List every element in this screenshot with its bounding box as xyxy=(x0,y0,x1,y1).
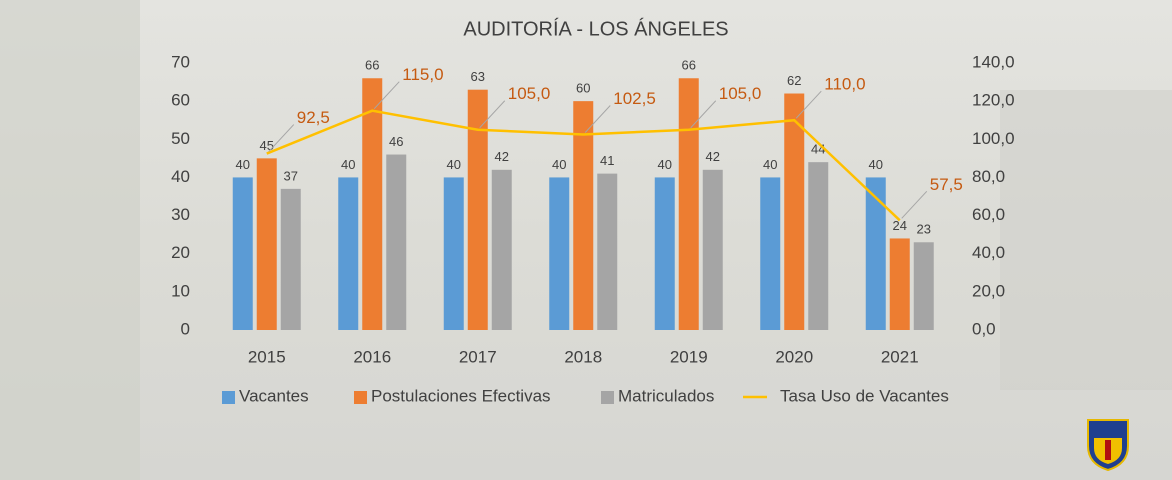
rate-label: 102,5 xyxy=(613,89,656,108)
data-label: 40 xyxy=(658,157,672,172)
y2-tick-label: 120,0 xyxy=(972,91,1015,110)
y-tick-label: 0 xyxy=(181,319,190,338)
y2-tick-label: 80,0 xyxy=(972,167,1005,186)
bar xyxy=(549,177,569,330)
legend-swatch xyxy=(222,391,235,404)
bar xyxy=(468,90,488,330)
x-tick-label: 2019 xyxy=(670,347,708,366)
x-tick-label: 2021 xyxy=(881,347,919,366)
bar xyxy=(257,158,277,330)
x-tick-label: 2017 xyxy=(459,347,497,366)
legend-label: Vacantes xyxy=(239,386,309,405)
x-tick-label: 2020 xyxy=(775,347,813,366)
rate-label: 110,0 xyxy=(824,75,865,94)
data-label: 23 xyxy=(917,222,931,237)
y2-tick-label: 140,0 xyxy=(972,52,1015,71)
data-label: 40 xyxy=(869,157,883,172)
bar xyxy=(760,177,780,330)
data-label: 41 xyxy=(600,153,614,168)
y-tick-label: 20 xyxy=(171,243,190,262)
y-tick-label: 10 xyxy=(171,281,190,300)
data-label: 42 xyxy=(495,149,509,164)
y-tick-label: 70 xyxy=(171,52,190,71)
bar xyxy=(890,238,910,330)
legend-label: Tasa Uso de Vacantes xyxy=(780,386,949,405)
legend-swatch xyxy=(601,391,614,404)
data-label: 63 xyxy=(471,69,485,84)
y2-tick-label: 20,0 xyxy=(972,281,1005,300)
y-tick-label: 50 xyxy=(171,129,190,148)
background-tree xyxy=(0,0,140,480)
bar xyxy=(655,177,675,330)
legend-label: Matriculados xyxy=(618,386,714,405)
bar xyxy=(808,162,828,330)
x-tick-label: 2015 xyxy=(248,347,286,366)
data-label: 40 xyxy=(236,157,250,172)
bar xyxy=(233,177,253,330)
chart: AUDITORÍA - LOS ÁNGELES 0 10 20 30 40 50 60 70 0… xyxy=(0,0,1172,480)
data-label: 62 xyxy=(787,73,801,88)
y2-tick-label: 60,0 xyxy=(972,205,1005,224)
x-tick-label: 2016 xyxy=(353,347,391,366)
bar xyxy=(492,170,512,330)
y-tick-label: 40 xyxy=(171,167,190,186)
rate-label: 92,5 xyxy=(297,108,330,127)
data-label: 66 xyxy=(365,58,379,73)
y2-tick-label: 100,0 xyxy=(972,129,1015,148)
data-label: 66 xyxy=(682,58,696,73)
background-building xyxy=(1000,90,1172,390)
data-label: 40 xyxy=(447,157,461,172)
bar xyxy=(281,189,301,330)
y2-tick-label: 40,0 xyxy=(972,243,1005,262)
bar xyxy=(597,174,617,330)
bar xyxy=(679,78,699,330)
chart-title: AUDITORÍA - LOS ÁNGELES xyxy=(463,17,728,40)
bar xyxy=(866,177,886,330)
data-label: 37 xyxy=(284,168,298,183)
x-tick-label: 2018 xyxy=(564,347,602,366)
bar xyxy=(444,177,464,330)
bar xyxy=(784,94,804,330)
data-label: 42 xyxy=(706,149,720,164)
y2-tick-label: 0,0 xyxy=(972,319,996,338)
rate-label: 115,0 xyxy=(402,65,443,84)
data-label: 46 xyxy=(389,134,403,149)
y-tick-label: 60 xyxy=(171,91,190,110)
legend-swatch xyxy=(354,391,367,404)
y-tick-label: 30 xyxy=(171,205,190,224)
rate-label: 105,0 xyxy=(508,84,551,103)
logo xyxy=(1088,420,1128,470)
data-label: 60 xyxy=(576,81,590,96)
bar xyxy=(386,155,406,330)
data-label: 40 xyxy=(341,157,355,172)
bar xyxy=(362,78,382,330)
bar xyxy=(914,242,934,330)
rate-label: 105,0 xyxy=(719,84,762,103)
bar xyxy=(703,170,723,330)
data-label: 40 xyxy=(552,157,566,172)
bar xyxy=(338,177,358,330)
legend-label: Postulaciones Efectivas xyxy=(371,386,551,405)
data-label: 40 xyxy=(763,157,777,172)
rate-label: 57,5 xyxy=(930,175,963,194)
